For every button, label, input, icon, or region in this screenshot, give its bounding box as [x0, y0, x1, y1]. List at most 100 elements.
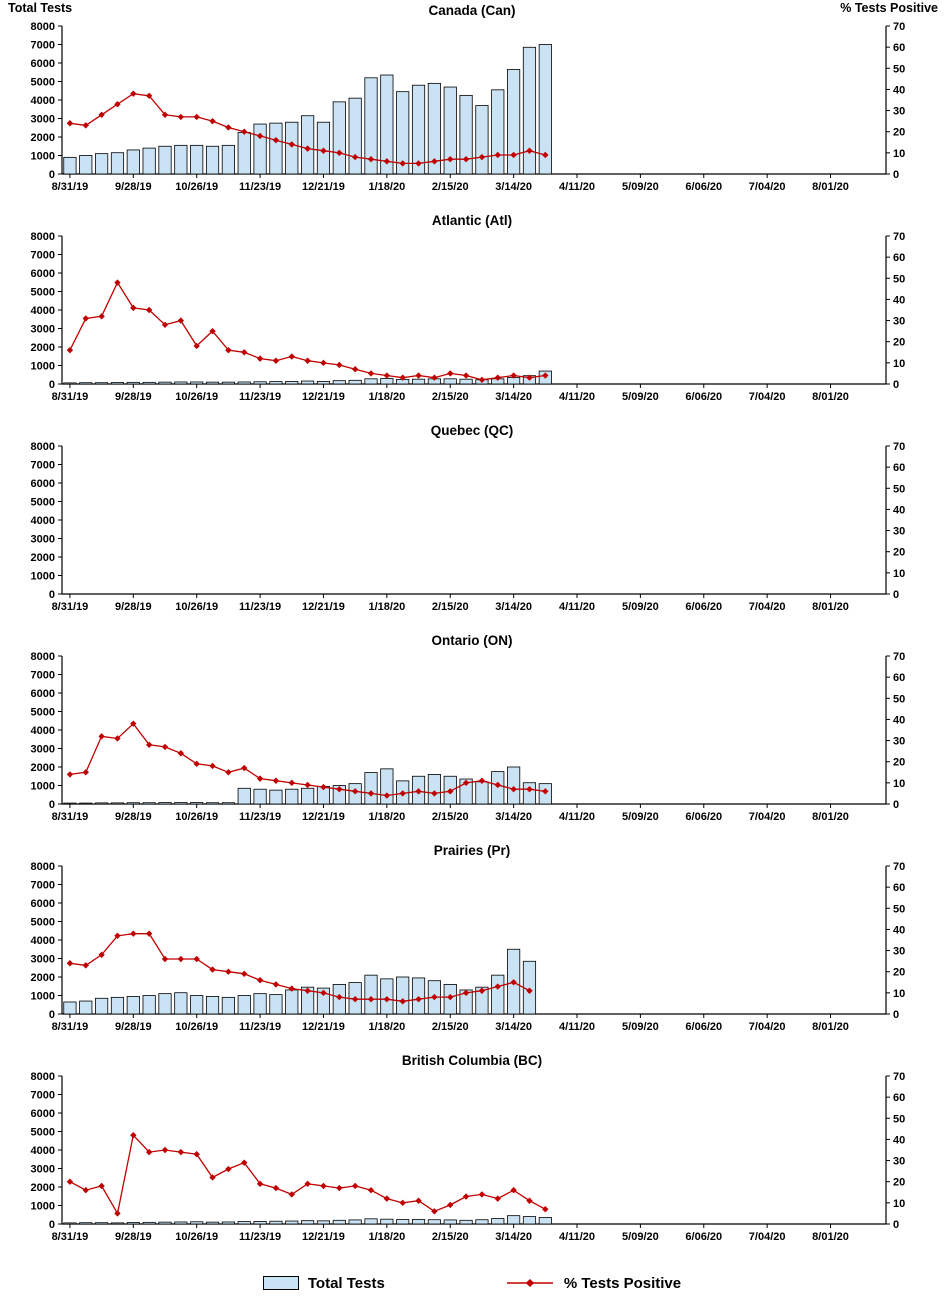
svg-text:10: 10 [893, 988, 905, 1000]
svg-text:4000: 4000 [31, 935, 55, 947]
svg-text:3000: 3000 [31, 1164, 55, 1176]
svg-text:3000: 3000 [31, 534, 55, 546]
svg-text:0: 0 [49, 379, 55, 391]
legend: Total Tests % Tests Positive [0, 1260, 944, 1306]
svg-text:50: 50 [893, 63, 905, 75]
svg-text:8/01/20: 8/01/20 [812, 181, 849, 193]
svg-text:7000: 7000 [31, 460, 55, 472]
svg-text:5/09/20: 5/09/20 [622, 601, 659, 613]
svg-text:3/14/20: 3/14/20 [495, 1231, 532, 1243]
svg-text:6/06/20: 6/06/20 [685, 1021, 722, 1033]
svg-text:10: 10 [893, 778, 905, 790]
chart-title-atlantic: Atlantic (Atl) [431, 213, 513, 228]
svg-text:0: 0 [893, 589, 899, 601]
svg-text:60: 60 [893, 462, 905, 474]
svg-text:10/26/19: 10/26/19 [175, 1231, 218, 1243]
svg-text:0: 0 [49, 169, 55, 181]
svg-text:4/11/20: 4/11/20 [559, 601, 595, 613]
legend-percent-positive-label: % Tests Positive [563, 1274, 682, 1292]
svg-text:6000: 6000 [31, 268, 55, 280]
svg-text:8/31/19: 8/31/19 [52, 181, 89, 193]
chart-quebec: Quebec (QC) 0 1000 2000 3000 4000 5000 6000 700… [0, 420, 944, 630]
svg-text:11/23/19: 11/23/19 [239, 811, 281, 823]
svg-text:12/21/19: 12/21/19 [302, 391, 345, 403]
svg-text:7/04/20: 7/04/20 [749, 811, 786, 823]
svg-text:8/01/20: 8/01/20 [812, 391, 849, 403]
svg-text:20: 20 [893, 547, 905, 559]
svg-text:1000: 1000 [31, 151, 55, 163]
svg-text:0: 0 [893, 799, 899, 811]
chart-plot-ontario: 0 1000 2000 3000 4000 5000 6000 7000 8000 0 10 20 30… [31, 651, 906, 823]
svg-text:20: 20 [893, 127, 905, 139]
svg-text:1000: 1000 [31, 361, 55, 373]
svg-text:10/26/19: 10/26/19 [175, 601, 218, 613]
chart-plot-quebec: 0 1000 2000 3000 4000 5000 6000 7000 8000 0 10 20 30… [31, 441, 906, 613]
svg-text:2/15/20: 2/15/20 [432, 1021, 469, 1033]
chart-atlantic: Atlantic (Atl) 0 1000 2000 3000 4000 5000 6000… [0, 210, 944, 420]
svg-text:12/21/19: 12/21/19 [302, 811, 345, 823]
svg-text:0: 0 [893, 379, 899, 391]
svg-text:6000: 6000 [31, 898, 55, 910]
svg-text:4/11/20: 4/11/20 [559, 181, 595, 193]
svg-text:30: 30 [893, 526, 905, 538]
svg-text:40: 40 [893, 84, 905, 96]
svg-text:0: 0 [893, 1219, 899, 1231]
chart-title-canada: Canada (Can) [428, 3, 516, 18]
svg-text:8000: 8000 [31, 21, 55, 33]
svg-text:30: 30 [893, 736, 905, 748]
svg-text:5/09/20: 5/09/20 [622, 811, 659, 823]
svg-text:30: 30 [893, 946, 905, 958]
svg-text:40: 40 [893, 924, 905, 936]
svg-text:60: 60 [893, 882, 905, 894]
svg-text:8/01/20: 8/01/20 [812, 601, 849, 613]
svg-text:5/09/20: 5/09/20 [622, 181, 659, 193]
svg-text:11/23/19: 11/23/19 [239, 1021, 281, 1033]
svg-text:8000: 8000 [31, 441, 55, 453]
svg-text:10: 10 [893, 568, 905, 580]
svg-text:10: 10 [893, 1198, 905, 1210]
svg-text:2000: 2000 [31, 762, 55, 774]
chart-plot-canada: 0 1000 2000 3000 4000 5000 6000 7000 8000 0 10 20 30… [31, 21, 906, 193]
svg-text:5000: 5000 [31, 1127, 55, 1139]
svg-text:3/14/20: 3/14/20 [495, 181, 532, 193]
legend-item-percent-positive: % Tests Positive [505, 1275, 681, 1292]
svg-text:1/18/20: 1/18/20 [368, 811, 405, 823]
svg-text:2/15/20: 2/15/20 [432, 811, 469, 823]
svg-text:11/23/19: 11/23/19 [239, 1231, 281, 1243]
svg-text:3/14/20: 3/14/20 [495, 811, 532, 823]
svg-text:11/23/19: 11/23/19 [239, 391, 281, 403]
svg-text:70: 70 [893, 861, 905, 873]
legend-total-tests-label: Total Tests [307, 1274, 385, 1292]
left-axis-title: Total Tests [8, 1, 73, 15]
svg-text:50: 50 [893, 693, 905, 705]
svg-text:50: 50 [893, 1113, 905, 1125]
svg-text:40: 40 [893, 504, 905, 516]
svg-text:3000: 3000 [31, 744, 55, 756]
svg-text:60: 60 [893, 1092, 905, 1104]
svg-text:1000: 1000 [31, 571, 55, 583]
svg-text:11/23/19: 11/23/19 [239, 181, 281, 193]
svg-text:1/18/20: 1/18/20 [368, 1021, 405, 1033]
svg-text:8000: 8000 [31, 861, 55, 873]
svg-text:4000: 4000 [31, 1145, 55, 1157]
svg-text:30: 30 [893, 316, 905, 328]
svg-text:2000: 2000 [31, 1182, 55, 1194]
svg-text:5000: 5000 [31, 497, 55, 509]
svg-text:7000: 7000 [31, 670, 55, 682]
svg-text:1/18/20: 1/18/20 [368, 601, 405, 613]
chart-title-prairies: Prairies (Pr) [433, 843, 511, 858]
svg-text:1000: 1000 [31, 1201, 55, 1213]
svg-text:3/14/20: 3/14/20 [495, 601, 532, 613]
svg-text:70: 70 [893, 231, 905, 243]
svg-text:8000: 8000 [31, 651, 55, 663]
svg-text:2/15/20: 2/15/20 [432, 601, 469, 613]
chart-prairies: Prairies (Pr) 0 1000 2000 3000 4000 5000 6000 7… [0, 840, 944, 1050]
svg-text:3/14/20: 3/14/20 [495, 1021, 532, 1033]
svg-text:6/06/20: 6/06/20 [685, 181, 722, 193]
svg-text:9/28/19: 9/28/19 [115, 1231, 152, 1243]
svg-text:8000: 8000 [31, 1071, 55, 1083]
svg-text:6/06/20: 6/06/20 [685, 811, 722, 823]
legend-item-total-tests: Total Tests [262, 1274, 385, 1292]
percent-positive-marker-icon [506, 1279, 553, 1287]
